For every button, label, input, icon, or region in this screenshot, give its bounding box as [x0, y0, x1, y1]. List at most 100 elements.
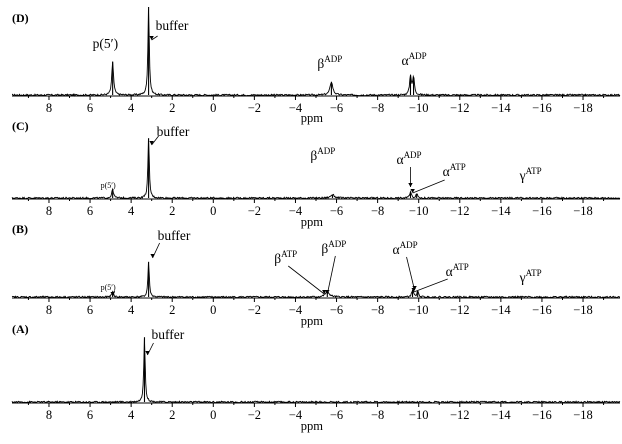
x-tick-label: −12: [450, 303, 470, 317]
panel-a: (A) 8 6 4 2 0 −2 −4 −6 −8 −10 −12 −14 −16 −18 ppm buff…: [11, 322, 621, 433]
x-tick-label: −10: [409, 303, 429, 317]
x-tick-label: −14: [491, 303, 511, 317]
x-tick-label: −10: [409, 204, 429, 218]
x-axis: 8 6 4 2 0 −2 −4 −6 −8 −10 −12 −14 −16 −18 ppm: [12, 402, 620, 433]
x-tick-label: −2: [248, 101, 261, 115]
panel-label: (A): [12, 322, 29, 336]
x-axis-title: ppm: [301, 215, 324, 229]
arrow-head: [145, 351, 150, 355]
x-tick-label: −14: [491, 408, 511, 422]
x-tick-label: −16: [532, 408, 552, 422]
x-axis-title: ppm: [301, 111, 324, 125]
peak-annotation-label: p(5′): [101, 181, 116, 190]
x-axis: 8 6 4 2 0 −2 −4 −6 −8 −10 −12 −14 −16 −18 ppm: [12, 297, 620, 328]
x-tick-label: −6: [330, 408, 343, 422]
x-tick-label: −2: [248, 204, 261, 218]
x-tick-label: 8: [46, 101, 52, 115]
spectrum-marks: [11, 138, 621, 200]
spectrum-marks: [11, 337, 621, 404]
arrow-head: [408, 183, 413, 187]
annotation-arrow: [413, 278, 448, 293]
x-tick-label: 8: [46, 204, 52, 218]
panel-label: (C): [12, 119, 29, 133]
x-tick-label: 8: [46, 408, 52, 422]
x-tick-label: −8: [371, 303, 384, 317]
x-tick-label: −6: [330, 303, 343, 317]
x-tick-label: −8: [371, 101, 384, 115]
x-tick-label: −18: [573, 204, 593, 218]
arrow-head: [149, 141, 154, 145]
panel-c: (C) 8 6 4 2 0 −2 −4 −6 −8 −10 −12 −14 −16 −18 ppm p(5′…: [11, 119, 621, 229]
x-axis: 8 6 4 2 0 −2 −4 −6 −8 −10 −12 −14 −16 −18 ppm: [12, 198, 620, 229]
peak-annotation-label: buffer: [156, 18, 189, 33]
arrow-head: [411, 288, 416, 292]
peak-annotation-label: p(5′): [93, 36, 118, 51]
x-tick-label: −12: [450, 204, 470, 218]
x-tick-label: −16: [532, 303, 552, 317]
annotation-arrow: [412, 179, 445, 194]
peak-annotation-label: αADP: [402, 51, 427, 68]
peak-annotation-label: βATP: [274, 249, 297, 266]
x-tick-label: 2: [169, 101, 175, 115]
peak-annotation-label: αATP: [443, 162, 466, 179]
x-tick-label: −4: [289, 204, 303, 218]
x-axis: 8 6 4 2 0 −2 −4 −6 −8 −10 −12 −14 −16 −18 ppm: [12, 95, 620, 125]
x-tick-label: 8: [46, 303, 52, 317]
peak-annotation-label: buffer: [151, 327, 184, 342]
annotation-arrow: [151, 35, 158, 41]
x-tick-label: −8: [371, 204, 384, 218]
peak-annotation-label: βADP: [321, 239, 346, 256]
x-tick-label: 0: [210, 101, 216, 115]
x-tick-label: 2: [169, 204, 175, 218]
x-tick-label: 4: [128, 408, 135, 422]
panel-label: (D): [12, 11, 29, 25]
peak-annotations: p(5′) buffer βATP βADP αADP αATP γATP: [101, 228, 542, 297]
panel-label: (B): [12, 222, 28, 236]
peak-annotation-label: βADP: [310, 146, 335, 163]
x-tick-label: 6: [87, 101, 93, 115]
x-tick-label: 0: [210, 408, 216, 422]
x-tick-label: −8: [371, 408, 384, 422]
peak-annotations: p(5′) buffer βADP αADP αATP γATP: [101, 124, 542, 194]
arrow-head: [110, 292, 115, 296]
annotation-arrow: [326, 255, 336, 295]
x-axis-title: ppm: [301, 314, 324, 328]
peak-annotation-label: γATP: [519, 268, 542, 285]
spectrum-series-line: [11, 9, 621, 97]
x-tick-label: −6: [330, 101, 343, 115]
peak-annotation-label: γATP: [519, 166, 542, 183]
x-tick-label: −14: [491, 204, 511, 218]
peak-annotation-label: αADP: [396, 150, 421, 167]
x-tick-label: 6: [87, 303, 93, 317]
spectrum-series-line: [11, 338, 621, 404]
x-tick-label: −14: [491, 101, 511, 115]
arrow-head: [410, 189, 415, 193]
x-tick-label: 2: [169, 303, 175, 317]
x-tick-label: −18: [573, 408, 593, 422]
x-tick-label: 4: [128, 303, 135, 317]
x-tick-label: −16: [532, 101, 552, 115]
arrow-head: [150, 254, 155, 258]
x-tick-label: −12: [450, 408, 470, 422]
annotation-arrow: [406, 256, 415, 291]
x-tick-label: −2: [248, 408, 261, 422]
spectrum-series-line: [11, 138, 621, 200]
x-tick-label: 2: [169, 408, 175, 422]
spectrum-marks: [11, 7, 621, 97]
peak-annotations: buffer: [145, 327, 185, 356]
x-tick-label: 0: [210, 204, 216, 218]
x-tick-label: −18: [573, 303, 593, 317]
x-tick-label: −18: [573, 101, 593, 115]
panel-b: (B) 8 6 4 2 0 −2 −4 −6 −8 −10 −12 −14 −16 −18 ppm p(5′…: [11, 222, 621, 328]
panel-d: (D) 8 6 4 2 0 −2 −4 −6 −8 −10 −12 −14 −16 −18 ppm p(5′…: [11, 7, 621, 125]
peak-annotation-label: αADP: [393, 240, 418, 257]
x-tick-label: −2: [248, 303, 261, 317]
x-tick-label: −16: [532, 204, 552, 218]
arrow-head: [325, 290, 330, 294]
x-tick-label: −10: [409, 101, 429, 115]
peak-annotation-label: αATP: [446, 262, 469, 279]
peak-annotation-label: buffer: [157, 124, 190, 139]
x-axis-title: ppm: [301, 419, 324, 433]
annotation-arrow: [151, 135, 159, 146]
